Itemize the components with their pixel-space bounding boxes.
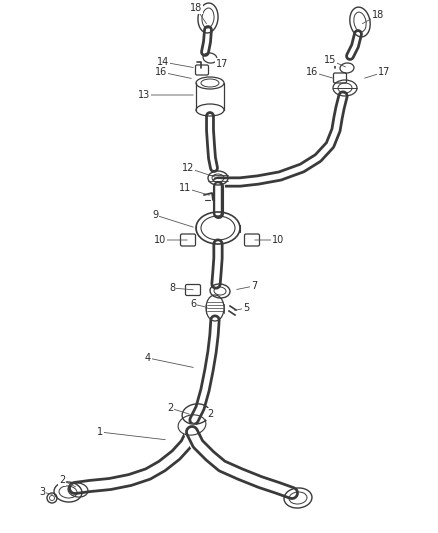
Text: 2: 2	[59, 475, 65, 485]
Text: 1: 1	[97, 427, 103, 437]
Text: 18: 18	[190, 3, 202, 13]
Text: 7: 7	[251, 281, 257, 291]
Text: 14: 14	[157, 57, 169, 67]
Text: 4: 4	[145, 353, 151, 363]
Text: 16: 16	[155, 67, 167, 77]
Text: 15: 15	[324, 55, 336, 65]
Text: 17: 17	[378, 67, 390, 77]
Text: 10: 10	[154, 235, 166, 245]
Text: 3: 3	[39, 487, 45, 497]
Text: 8: 8	[169, 283, 175, 293]
Text: 5: 5	[243, 303, 249, 313]
Text: 11: 11	[179, 183, 191, 193]
Text: 17: 17	[216, 59, 228, 69]
Text: 2: 2	[167, 403, 173, 413]
Text: 2: 2	[207, 409, 213, 419]
Text: 12: 12	[182, 163, 194, 173]
Text: 10: 10	[272, 235, 284, 245]
Text: 18: 18	[372, 10, 384, 20]
Text: 13: 13	[138, 90, 150, 100]
Text: 16: 16	[306, 67, 318, 77]
Text: 9: 9	[152, 210, 158, 220]
Text: 6: 6	[190, 299, 196, 309]
